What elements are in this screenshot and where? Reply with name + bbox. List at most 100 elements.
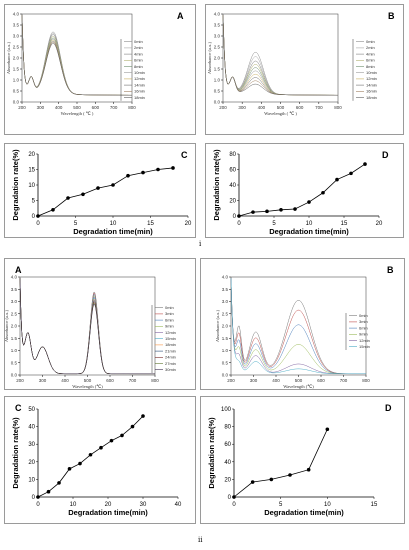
legend-entry: 4min [134,51,143,56]
y-tick-label: 10 [28,477,35,483]
x-tick-label: 800 [128,105,136,110]
y-tick-label: 1.0 [222,348,229,353]
y-tick-label: 10 [28,183,35,189]
legend-entry: 3min [165,311,174,316]
data-point [96,186,100,190]
y-tick-label: 15 [28,168,35,174]
data-point [251,210,255,214]
legend-entry: 14min [366,82,377,87]
y-tick-label: 1.0 [13,78,20,83]
series-line [233,429,328,498]
legend-entry: 12min [359,338,370,343]
y-tick-label: 40 [229,183,236,189]
y-tick-label: 0.5 [13,89,20,94]
series-line [21,15,133,96]
legend-entry: 24min [165,355,176,360]
x-tick-label: 200 [18,105,26,110]
y-tick-label: 0.0 [222,373,229,378]
x-tick-label: 600 [296,105,304,110]
series-line [222,15,339,96]
y-tick-label: 80 [229,152,236,158]
data-point [237,214,241,218]
series-line [222,15,339,96]
x-axis-label: Wavelength ( ℃ ) [264,111,297,116]
data-point [36,495,40,499]
data-point [306,467,311,472]
series-line [37,167,174,217]
panel-label: D [382,150,389,160]
legend-entry: 10min [366,70,377,75]
series-line [238,163,366,217]
x-tick-label: 800 [362,378,370,383]
legend-entry: 3min [359,319,368,324]
series-line [19,278,155,375]
x-tick-label: 0 [36,221,40,227]
x-tick-label: 5 [279,502,283,508]
panel-label: A [177,11,184,21]
data-point [81,192,85,197]
x-tick-label: 700 [340,378,348,383]
y-tick-label: 0 [32,214,36,220]
legend-entry: 15min [165,336,176,341]
series-line [21,15,133,96]
legend-entry: 12min [134,76,145,81]
figure-label-ii: ii [198,536,203,544]
y-tick-label: 3.5 [214,23,221,28]
y-tick-label: 80 [224,425,231,431]
x-tick-label: 700 [129,378,137,383]
series-line [222,15,339,96]
y-tick-label: 1.5 [222,336,229,341]
chart-ii-a: A 200 300 400 500 600 700 800 0.0 0.5 1.0 1.5 2.0 2.5… [4,265,176,389]
y-tick-label: 3.5 [13,23,20,28]
y-tick-label: 0.5 [11,360,18,365]
series-line [222,15,339,96]
data-point [141,170,145,175]
y-tick-label: 20 [229,199,236,205]
y-tick-label: 2.0 [13,56,20,61]
y-tick-label: 1.5 [214,67,221,72]
y-tick-label: 30 [28,442,35,448]
y-tick-label: 5 [32,199,36,205]
data-point [126,173,130,178]
y-tick-label: 2.5 [214,45,221,50]
x-tick-label: 400 [258,105,266,110]
x-tick-label: 10 [70,502,77,508]
series-line [222,15,339,96]
data-point [141,414,145,418]
series-line [19,278,155,375]
x-axis-label: Degradation time(min) [68,508,148,517]
y-axis-label: Absorbance (a.u.) [207,41,212,74]
data-point [109,438,114,443]
series-line [222,15,339,96]
y-tick-label: 2.0 [11,324,18,329]
data-point [363,162,367,166]
y-tick-label: 3.0 [214,34,221,39]
x-tick-label: 15 [147,221,154,227]
series-line [222,15,339,96]
chart-i-b: B 200 300 400 500 600 700 800 0.0 0.5 1.0 1.5 2.0 2.5… [207,11,395,116]
legend-entry: 8min [366,64,375,69]
legend-entry: 15min [359,344,370,349]
x-tick-label: 15 [371,502,378,508]
series-line [21,15,133,96]
panel-ii-d: D 0 5 10 15 0 20 40 60 80 100 Degradation time(min)… [200,396,405,524]
series-line [222,15,339,96]
x-tick-label: 0 [36,502,40,508]
data-point [250,480,255,484]
legend-entry: 14min [134,82,145,87]
series-line [21,15,133,96]
y-tick-label: 0.0 [214,100,221,105]
chart-i-a: A 200 300 400 500 600 700 800 0.0 0.5 1.0 1.5 2.0 2.5… [6,11,184,116]
data-point [46,489,51,494]
series-line [19,278,155,375]
series-line [222,15,339,96]
data-point [156,167,160,172]
y-tick-label: 3.5 [222,287,229,292]
y-axis-label: Absorbance (a.u.) [215,309,220,342]
panel-label: C [15,403,22,413]
x-axis-label: Wavelength ( ℃ ) [61,111,94,116]
x-tick-label: 300 [37,105,45,110]
legend-entry: 12min [165,330,176,335]
y-tick-label: 1.0 [11,348,18,353]
y-axis-label: Absorbance (a.u.) [6,41,11,74]
